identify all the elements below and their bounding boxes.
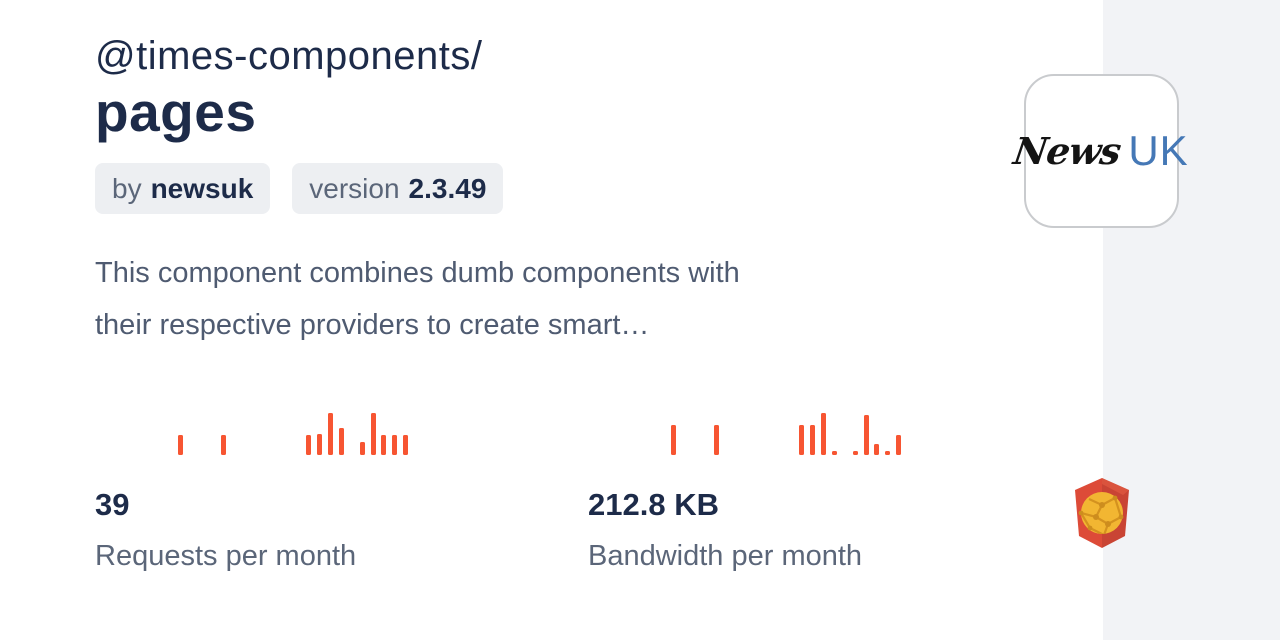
package-description: This component combines dumb components … <box>95 247 740 351</box>
sparkline-bar <box>831 451 837 455</box>
bandwidth-stat-label: Bandwidth per month <box>588 540 863 572</box>
sparkline-bar <box>713 425 719 455</box>
sparkline-bar <box>306 435 312 455</box>
sparkline-bar <box>327 413 333 455</box>
sparkline-bar <box>874 444 880 455</box>
sparkline-bar <box>359 442 365 455</box>
sparkline-bar <box>799 425 805 455</box>
requests-stat-label: Requests per month <box>95 540 357 572</box>
description-line-2: their respective providers to create sma… <box>95 309 650 341</box>
sparkline-bar <box>381 435 387 455</box>
sparkline-bar <box>885 451 890 455</box>
bandwidth-stat-value: 212.8 KB <box>588 487 719 522</box>
news-uk-logo: News UK <box>1011 74 1188 228</box>
author-prefix-label: by <box>112 172 142 204</box>
badges-row: by newsuk version 2.3.49 <box>95 163 504 214</box>
sparkline-bar <box>820 413 826 455</box>
description-line-1: This component combines dumb components … <box>95 257 740 289</box>
sparkline-bar <box>370 413 376 455</box>
sparkline-bar <box>671 425 676 455</box>
sparkline-bar <box>863 415 869 455</box>
requests-stat-value: 39 <box>95 487 130 522</box>
sparkline-bar <box>895 435 901 455</box>
sparkline-bar <box>402 435 408 455</box>
package-scope: @times-components/ <box>95 34 483 78</box>
jsdelivr-logo-icon <box>1069 475 1135 556</box>
requests-sparkline <box>178 413 418 455</box>
version-prefix-label: version <box>309 172 400 204</box>
sparkline-bar <box>220 435 226 455</box>
version-number: 2.3.49 <box>408 172 487 204</box>
sparkline-bar <box>852 451 858 455</box>
author-name: newsuk <box>150 172 254 204</box>
sparkline-bar <box>317 434 323 455</box>
bandwidth-sparkline <box>671 413 911 455</box>
sparkline-bar <box>338 428 344 455</box>
sparkline-bar <box>810 425 816 455</box>
news-uk-logo-news-text: News <box>1011 129 1124 173</box>
sparkline-bar <box>392 435 397 455</box>
version-badge: version 2.3.49 <box>292 163 504 214</box>
package-name: pages <box>95 81 257 143</box>
sparkline-bar <box>178 435 183 455</box>
author-badge: by newsuk <box>95 163 271 214</box>
news-uk-logo-uk-text: UK <box>1128 127 1189 174</box>
